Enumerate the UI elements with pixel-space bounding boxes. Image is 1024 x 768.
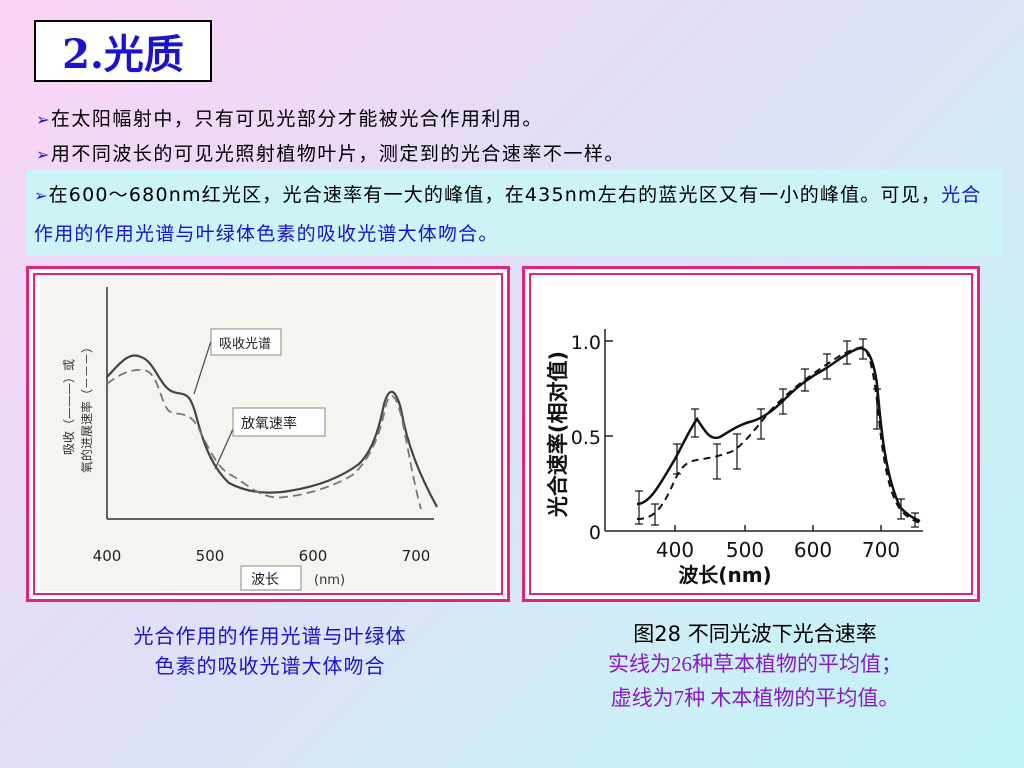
bullet-2-text: 用不同波长的可见光照射植物叶片，测定到的光合速率不一样。 xyxy=(50,143,625,165)
slide-title: 2.光质 xyxy=(34,20,212,82)
right-xlabel: 波长(nm) xyxy=(678,563,771,587)
right-xtick-700: 700 xyxy=(862,538,900,562)
right-figure-chart: 1.0 0.5 0 光合速率(相对值) 400 500 600 700 波长(n… xyxy=(546,329,923,587)
arrow-bullet-icon: ➢ xyxy=(34,186,49,205)
left-xtick-700: 700 xyxy=(402,547,431,565)
left-figure: 吸收光谱 spectrum 放氧速率 吸收（———）或 氧的进展速率（－－－） … xyxy=(26,266,510,602)
right-ytick-0.5: 0.5 xyxy=(571,427,601,449)
right-caption-title: 图28 不同光波下光合速率 xyxy=(633,622,877,646)
left-xtick-400: 400 xyxy=(93,547,122,565)
highlight-blue-text: 光合作用的作用光谱与叶绿体色素的吸收光谱大体吻合。 xyxy=(34,184,982,245)
left-xlabel: 波长 xyxy=(251,572,279,588)
bullet-1-text: 在太阳幅射中，只有可见光部分才能被光合作用利用。 xyxy=(50,108,543,130)
left-xunit: (nm) xyxy=(314,573,345,588)
bullet-1: ➢在太阳幅射中，只有可见光部分才能被光合作用利用。 xyxy=(36,104,543,131)
right-ylabel: 光合速率(相对值) xyxy=(546,351,570,518)
left-ylabel-line2: 氧的进展速率（－－－） xyxy=(79,341,94,473)
arrow-bullet-icon: ➢ xyxy=(36,145,51,164)
annotation-absorption: 吸收光谱 xyxy=(219,337,271,352)
left-xtick-600: 600 xyxy=(299,547,328,565)
right-caption-note1: 实线为26种草本植物的平均值； xyxy=(608,652,902,676)
highlight-paragraph: ➢在600～680nm红光区，光合速率有一大的峰值，在435nm左右的蓝光区又有… xyxy=(26,170,1002,256)
left-ylabel-line1: 吸收（———）或 xyxy=(62,359,76,455)
right-figure: 1.0 0.5 0 光合速率(相对值) 400 500 600 700 波长(n… xyxy=(522,266,980,602)
right-xtick-600: 600 xyxy=(794,538,832,562)
right-ytick-1.0: 1.0 xyxy=(571,332,601,354)
right-xtick-500: 500 xyxy=(726,538,764,562)
annotation-oxygen: 放氧速率 xyxy=(241,415,297,432)
right-xtick-400: 400 xyxy=(656,538,694,562)
right-ytick-0: 0 xyxy=(589,522,601,544)
left-caption-line2: 色素的吸收光谱大体吻合 xyxy=(154,654,386,678)
right-caption-note2: 虚线为7种 木本植物的平均值。 xyxy=(610,686,900,710)
left-xtick-500: 500 xyxy=(196,547,225,565)
bullet-2: ➢用不同波长的可见光照射植物叶片，测定到的光合速率不一样。 xyxy=(36,139,625,166)
left-caption-line1: 光合作用的作用光谱与叶绿体 xyxy=(133,624,407,648)
arrow-bullet-icon: ➢ xyxy=(36,110,51,129)
highlight-black-text: 在600～680nm红光区，光合速率有一大的峰值，在435nm左右的蓝光区又有一… xyxy=(48,184,942,206)
left-figure-chart: 吸收光谱 spectrum 放氧速率 吸收（———）或 氧的进展速率（－－－） … xyxy=(40,277,496,591)
